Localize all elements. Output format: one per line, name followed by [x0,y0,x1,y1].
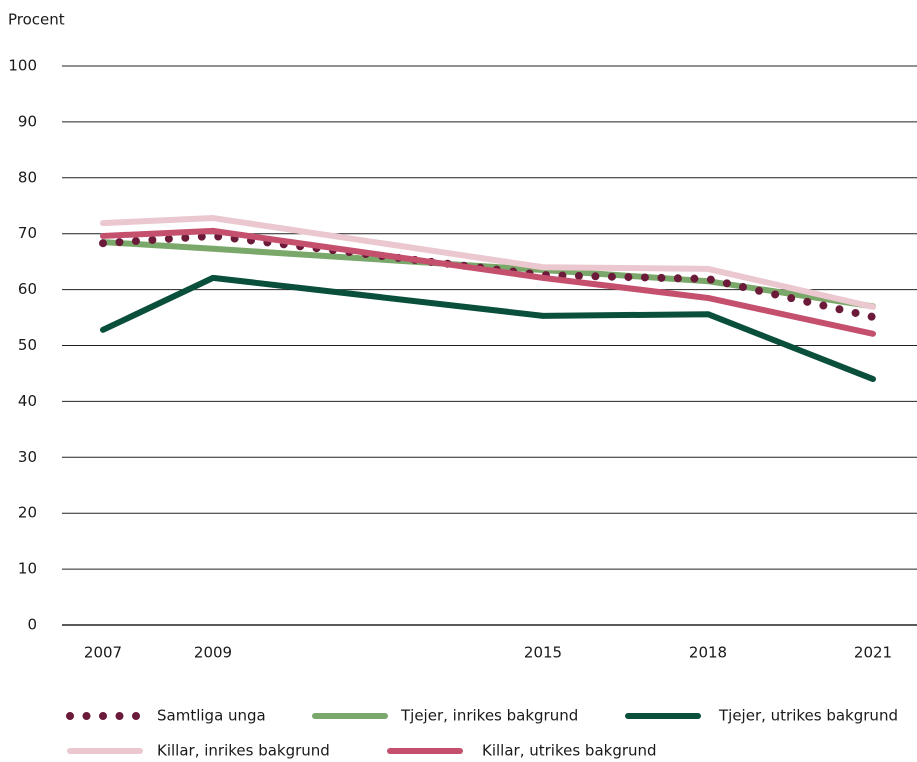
y-tick-label: 100 [8,57,37,75]
y-tick-label: 60 [18,280,37,298]
series-line [100,215,876,310]
y-tick-label: 30 [18,448,37,466]
legend-label: Killar, inrikes bakgrund [157,742,330,760]
y-tick-label: 40 [18,392,37,410]
x-tick-label: 2007 [84,644,122,662]
legend-label: Killar, utrikes bakgrund [482,742,657,760]
y-tick-label: 50 [18,336,37,354]
y-tick-label: 20 [18,504,37,522]
series-line [100,274,876,383]
y-tick-label: 80 [18,168,37,186]
y-tick-label: 10 [18,560,37,578]
y-tick-label: 70 [18,224,37,242]
y-tick-label: 90 [18,112,37,130]
series-line [100,227,876,337]
y-axis-label: Procent [8,11,65,29]
legend-label: Tjejer, utrikes bakgrund [718,707,898,725]
x-tick-label: 2018 [689,644,727,662]
series-line [100,239,876,310]
x-tick-label: 2015 [524,644,562,662]
legend-label: Tjejer, inrikes bakgrund [400,707,578,725]
y-tick-label: 0 [27,616,37,634]
legend-label: Samtliga unga [157,707,266,725]
x-tick-label: 2021 [854,644,892,662]
x-tick-label: 2009 [194,644,232,662]
